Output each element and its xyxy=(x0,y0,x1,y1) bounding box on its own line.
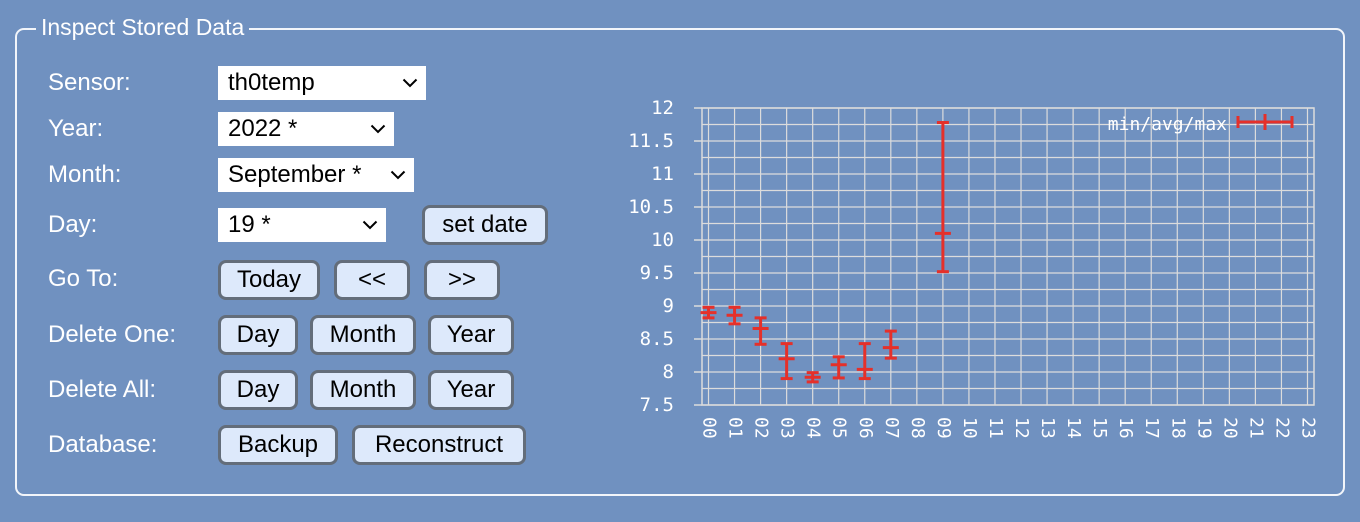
year-select-value: 2022 * xyxy=(228,115,298,142)
chevron-down-icon xyxy=(390,158,406,192)
y-tick-label: 11 xyxy=(651,163,674,185)
series-min-avg-max xyxy=(700,121,951,384)
database-label: Database: xyxy=(48,431,158,458)
error-bar-05 xyxy=(830,355,847,380)
chevron-down-icon xyxy=(402,66,418,100)
chevron-down-icon xyxy=(370,112,386,146)
y-tick-label: 10 xyxy=(651,229,674,251)
error-bar-02 xyxy=(752,316,769,346)
year-label: Year: xyxy=(48,115,104,142)
x-tick-label: 04 xyxy=(803,417,824,439)
sensor-select-value: th0temp xyxy=(228,69,315,96)
error-bar-04 xyxy=(804,371,821,384)
x-tick-label: 20 xyxy=(1219,417,1240,439)
sensor-chart: 12 11.5 11 10.5 10 9.5 9 8.5 8 7.5 00 01 02 03 04 05 06… xyxy=(628,97,1319,439)
x-tick-label: 22 xyxy=(1271,417,1292,439)
delete-one-label: Delete One: xyxy=(48,321,177,348)
x-tick-label: 07 xyxy=(881,417,902,439)
x-tick-label: 14 xyxy=(1063,417,1084,439)
sensor-select[interactable]: th0temp xyxy=(218,66,426,100)
month-select[interactable]: September * xyxy=(218,158,414,192)
day-select[interactable]: 19 * xyxy=(218,208,386,242)
x-tick-label: 08 xyxy=(907,417,928,439)
x-tick-label: 05 xyxy=(829,417,850,439)
x-tick-label: 09 xyxy=(933,417,954,439)
legend-label: min/avg/max xyxy=(1108,114,1227,135)
x-tick-label: 16 xyxy=(1115,417,1136,439)
y-axis: 12 11.5 11 10.5 10 9.5 9 8.5 8 7.5 xyxy=(628,97,702,416)
error-bar-09 xyxy=(934,121,951,274)
backup-button[interactable]: Backup xyxy=(218,425,338,465)
delete-one-year-button[interactable]: Year xyxy=(428,315,514,355)
y-tick-label: 8 xyxy=(663,361,674,383)
delete-all-day-button[interactable]: Day xyxy=(218,370,298,410)
previous-button[interactable]: << xyxy=(334,260,410,300)
sensor-label: Sensor: xyxy=(48,69,131,96)
plot-frame xyxy=(701,107,1315,406)
set-date-button[interactable]: set date xyxy=(422,205,548,245)
chevron-down-icon xyxy=(362,208,378,242)
error-bar-00 xyxy=(700,305,717,320)
error-bar-03 xyxy=(778,342,795,381)
delete-one-day-button[interactable]: Day xyxy=(218,315,298,355)
x-tick-label: 21 xyxy=(1245,417,1266,439)
delete-one-month-button[interactable]: Month xyxy=(310,315,416,355)
x-tick-label: 13 xyxy=(1037,417,1058,439)
x-tick-label: 10 xyxy=(959,417,980,439)
chart-grid xyxy=(702,107,1314,406)
reconstruct-button[interactable]: Reconstruct xyxy=(352,425,526,465)
delete-all-month-button[interactable]: Month xyxy=(310,370,416,410)
x-tick-label: 06 xyxy=(855,417,876,439)
legend-swatch xyxy=(1236,114,1294,130)
next-button[interactable]: >> xyxy=(424,260,500,300)
y-tick-label: 9 xyxy=(663,295,674,317)
y-tick-label: 7.5 xyxy=(640,394,674,416)
day-label: Day: xyxy=(48,211,98,238)
panel-title: Inspect Stored Data xyxy=(36,12,250,42)
error-bar-07 xyxy=(882,329,899,360)
inspect-panel xyxy=(15,28,1345,496)
x-tick-label: 15 xyxy=(1089,417,1110,439)
x-tick-label: 03 xyxy=(777,417,798,439)
x-tick-label: 01 xyxy=(725,417,746,439)
error-bar-01 xyxy=(726,305,743,326)
day-select-value: 19 * xyxy=(228,211,271,238)
today-button[interactable]: Today xyxy=(218,260,320,300)
delete-all-label: Delete All: xyxy=(48,376,157,403)
month-select-value: September * xyxy=(228,161,362,188)
x-tick-label: 12 xyxy=(1011,417,1032,439)
chart-legend: min/avg/max xyxy=(1108,114,1294,135)
year-select[interactable]: 2022 * xyxy=(218,112,394,146)
y-tick-label: 8.5 xyxy=(640,328,674,350)
month-label: Month: xyxy=(48,161,122,188)
y-tick-label: 9.5 xyxy=(640,262,674,284)
x-tick-label: 11 xyxy=(985,417,1006,439)
goto-label: Go To: xyxy=(48,265,119,292)
x-tick-label: 19 xyxy=(1193,417,1214,439)
x-tick-label: 00 xyxy=(699,417,720,439)
y-tick-label: 10.5 xyxy=(628,196,674,218)
x-tick-label: 18 xyxy=(1167,417,1188,439)
x-axis: 00 01 02 03 04 05 06 07 08 09 10 11 12 13 14 15 16 17 18 19… xyxy=(699,417,1319,439)
y-tick-label: 11.5 xyxy=(628,130,674,152)
x-tick-label: 02 xyxy=(751,417,772,439)
delete-all-year-button[interactable]: Year xyxy=(428,370,514,410)
error-bar-06 xyxy=(856,342,873,381)
y-tick-label: 12 xyxy=(651,97,674,119)
x-tick-label: 17 xyxy=(1141,417,1162,439)
x-tick-label: 23 xyxy=(1297,417,1318,439)
